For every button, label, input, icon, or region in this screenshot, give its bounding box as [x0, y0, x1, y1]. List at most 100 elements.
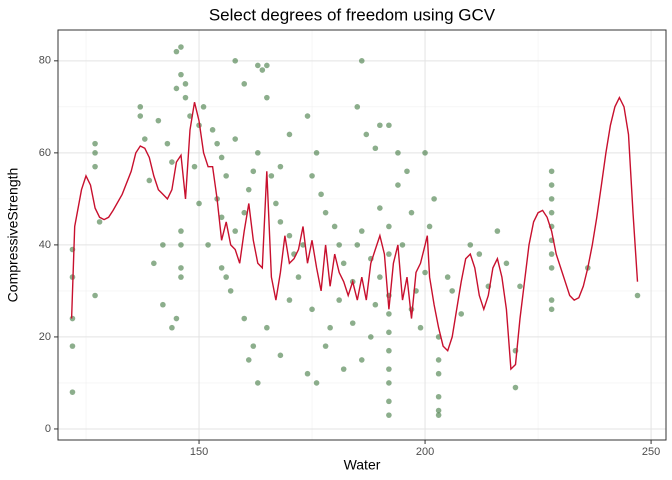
- data-point: [164, 140, 171, 147]
- data-point: [245, 186, 252, 193]
- data-point: [318, 191, 324, 198]
- data-point: [399, 242, 406, 248]
- data-point: [548, 196, 555, 202]
- data-point: [377, 274, 383, 280]
- data-point: [336, 297, 342, 303]
- data-point: [476, 251, 483, 257]
- data-point: [327, 324, 333, 331]
- data-point: [137, 113, 144, 119]
- data-point: [245, 357, 252, 363]
- data-point: [227, 288, 234, 294]
- data-point: [255, 62, 261, 69]
- data-point: [512, 384, 519, 391]
- data-point: [358, 228, 365, 234]
- data-point: [173, 48, 180, 55]
- data-point: [426, 223, 433, 230]
- data-point: [277, 219, 284, 225]
- data-point: [377, 205, 383, 211]
- data-point: [264, 324, 270, 331]
- data-point: [395, 182, 401, 188]
- data-point: [218, 154, 225, 161]
- data-point: [449, 288, 455, 294]
- data-point: [96, 219, 103, 225]
- data-point: [92, 292, 98, 299]
- y-tick-label: 20: [39, 331, 51, 343]
- data-point: [340, 366, 347, 372]
- data-point: [349, 320, 356, 326]
- y-tick-label: 80: [39, 55, 51, 67]
- y-axis-title: CompressiveStrength: [5, 168, 21, 303]
- y-tick-label: 60: [39, 147, 51, 159]
- data-point: [178, 71, 184, 78]
- data-point: [232, 228, 239, 234]
- data-point: [417, 324, 424, 331]
- data-point: [160, 242, 166, 248]
- data-point: [336, 242, 342, 248]
- data-point: [264, 94, 270, 101]
- data-point: [634, 292, 641, 299]
- data-point: [331, 223, 338, 230]
- data-point: [503, 260, 510, 267]
- data-point: [182, 94, 189, 101]
- data-point: [191, 163, 198, 170]
- data-point: [241, 81, 248, 87]
- data-point: [178, 274, 184, 280]
- data-point: [309, 173, 315, 179]
- data-point: [386, 412, 392, 418]
- data-point: [255, 380, 261, 386]
- data-point: [372, 301, 379, 308]
- data-point: [273, 200, 279, 207]
- data-point: [313, 380, 320, 386]
- data-point: [354, 104, 361, 110]
- data-point: [386, 122, 392, 129]
- data-point: [304, 113, 311, 119]
- data-point: [214, 140, 220, 147]
- data-point: [386, 251, 392, 257]
- data-point: [241, 315, 248, 322]
- data-point: [178, 265, 184, 271]
- data-point: [395, 150, 401, 156]
- x-tick-label: 150: [190, 446, 208, 458]
- data-point: [467, 242, 474, 248]
- data-point: [435, 393, 442, 400]
- data-point: [173, 85, 180, 92]
- data-point: [354, 242, 361, 248]
- data-point: [386, 311, 392, 317]
- data-point: [458, 311, 465, 317]
- data-point: [286, 131, 293, 138]
- data-point: [322, 209, 329, 216]
- data-point: [377, 122, 383, 129]
- data-point: [255, 150, 261, 156]
- y-tick-label: 40: [39, 239, 51, 251]
- data-point: [286, 297, 293, 303]
- data-point: [363, 131, 370, 138]
- data-point: [386, 329, 392, 336]
- x-tick-label: 250: [642, 446, 660, 458]
- data-point: [304, 370, 311, 377]
- data-point: [69, 389, 76, 395]
- data-point: [517, 283, 523, 290]
- data-point: [232, 136, 239, 142]
- data-point: [232, 58, 239, 64]
- data-point: [264, 62, 270, 69]
- data-point: [178, 228, 184, 234]
- data-point: [548, 306, 555, 313]
- data-point: [422, 269, 428, 276]
- data-point: [435, 412, 442, 418]
- data-point: [92, 150, 98, 156]
- data-point: [151, 260, 157, 267]
- data-point: [209, 127, 216, 133]
- data-point: [241, 209, 248, 216]
- data-point: [386, 398, 392, 405]
- data-point: [196, 200, 202, 207]
- data-point: [223, 173, 229, 179]
- data-point: [358, 58, 365, 64]
- data-point: [548, 182, 555, 188]
- data-point: [173, 315, 180, 322]
- fit-line: [70, 96, 639, 371]
- x-axis-title: Water: [344, 457, 381, 473]
- data-point: [313, 150, 320, 156]
- data-point: [259, 67, 266, 73]
- data-point: [178, 44, 184, 50]
